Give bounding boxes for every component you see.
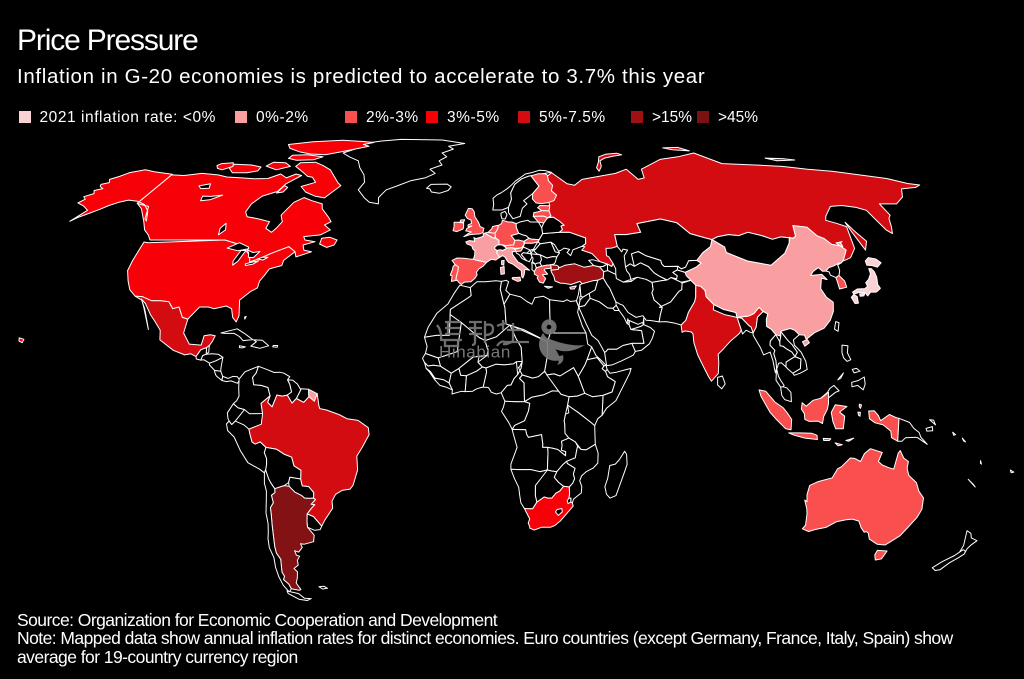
svg-text:Hinabian: Hinabian [439,343,511,362]
